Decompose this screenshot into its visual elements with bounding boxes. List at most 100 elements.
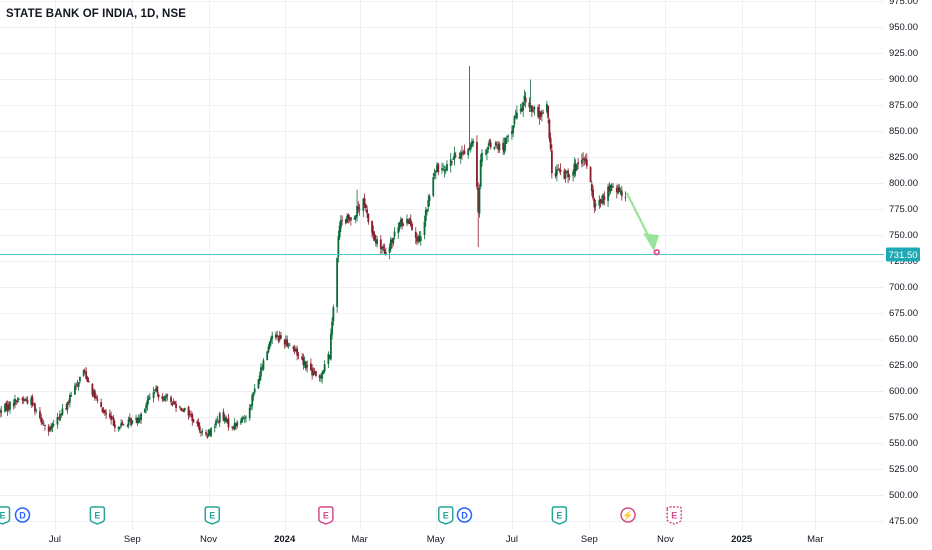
candle-body: [14, 398, 16, 405]
candle: [218, 411, 221, 427]
candle-body: [592, 189, 594, 199]
candle-body: [624, 196, 627, 198]
candle: [17, 397, 20, 403]
candle-body: [25, 398, 28, 400]
candle-body: [170, 396, 172, 402]
candle: [122, 423, 125, 426]
event-badge: [437, 506, 454, 525]
candle: [416, 233, 418, 246]
candle: [341, 215, 344, 226]
event-marker-earnings[interactable]: E: [204, 506, 221, 525]
candle-body: [16, 401, 19, 403]
candle-body: [59, 414, 61, 421]
candle: [242, 416, 245, 420]
candle: [382, 243, 385, 251]
candle: [257, 378, 260, 390]
candle: [346, 213, 349, 224]
candle-body: [171, 403, 174, 406]
candle: [162, 396, 165, 402]
x-axis[interactable]: Jul Sep Nov 2024 Mar May Jul Sep Nov 2025 Mar: [49, 534, 824, 545]
candle: [226, 418, 229, 424]
candle: [444, 165, 447, 175]
candle: [426, 208, 428, 216]
candle: [358, 203, 361, 216]
candle: [6, 400, 9, 416]
candle-body: [393, 231, 396, 237]
candle-body: [128, 417, 131, 420]
event-marker-earnings[interactable]: E: [0, 506, 11, 525]
candle: [339, 215, 342, 233]
projection-arrow[interactable]: [625, 192, 660, 256]
candle-body: [366, 209, 368, 214]
candle-body: [487, 146, 490, 150]
candle: [463, 144, 466, 155]
candle: [131, 420, 134, 425]
event-marker-dividend[interactable]: D: [14, 507, 31, 523]
candle: [619, 187, 622, 195]
candle: [620, 185, 623, 201]
candle: [293, 345, 296, 355]
candle: [301, 353, 304, 361]
candle: [624, 191, 627, 202]
candle: [371, 220, 373, 238]
candle-body: [140, 413, 142, 421]
candle: [172, 398, 175, 405]
event-marker-earnings-pink[interactable]: E: [318, 506, 334, 525]
candle: [283, 338, 286, 349]
candle-body: [522, 102, 525, 111]
candle-body: [512, 125, 515, 134]
event-marker-earnings-pink-upcoming[interactable]: E: [666, 506, 682, 525]
event-marker-earnings[interactable]: E: [437, 506, 454, 525]
candle-body: [248, 407, 251, 419]
candle-body: [178, 406, 181, 408]
candle: [7, 401, 10, 412]
candle: [100, 398, 103, 408]
candle: [86, 375, 89, 383]
candle: [493, 146, 496, 151]
candle-body: [268, 341, 271, 348]
event-marker-dividend[interactable]: D: [456, 507, 473, 523]
y-axis[interactable]: 975.00 950.00 925.00 900.00 875.00 850.00 825.…: [886, 0, 920, 527]
candle-body: [84, 371, 86, 373]
event-icon-label: E: [94, 511, 100, 521]
candle-body: [287, 345, 290, 347]
y-tick-label: 625.00: [889, 360, 918, 371]
event-icon-label: D: [461, 511, 468, 521]
candle-body: [348, 216, 351, 220]
candle: [519, 103, 522, 115]
event-marker-earnings[interactable]: E: [551, 506, 568, 525]
candle-body: [582, 158, 584, 160]
candle-body: [362, 198, 365, 211]
candle: [398, 221, 401, 232]
candle-body: [245, 416, 247, 418]
candle: [87, 377, 90, 383]
candle: [331, 317, 334, 340]
y-tick-label: 875.00: [889, 100, 918, 111]
candle-body: [453, 153, 456, 160]
candle: [135, 414, 137, 424]
candle: [24, 398, 26, 402]
candle: [441, 162, 443, 174]
candle: [146, 395, 149, 411]
candle: [538, 104, 541, 125]
candle-body: [137, 417, 140, 423]
candle-body: [547, 105, 550, 118]
candle-body: [275, 334, 277, 339]
candle-body: [313, 371, 316, 373]
event-marker-lightning[interactable]: ⚡: [620, 507, 636, 523]
candle: [348, 215, 351, 223]
price-badge[interactable]: [886, 247, 920, 262]
candle-body: [22, 399, 25, 401]
candle: [275, 331, 277, 341]
event-marker-earnings[interactable]: E: [89, 506, 106, 525]
candle: [424, 206, 427, 227]
candle-body: [371, 221, 373, 233]
candle: [42, 419, 45, 427]
candle: [603, 191, 606, 206]
candle-body: [337, 236, 340, 257]
candle: [192, 418, 195, 424]
y-tick-label: 575.00: [889, 412, 918, 423]
candle: [585, 153, 588, 170]
candle-body: [329, 333, 332, 360]
